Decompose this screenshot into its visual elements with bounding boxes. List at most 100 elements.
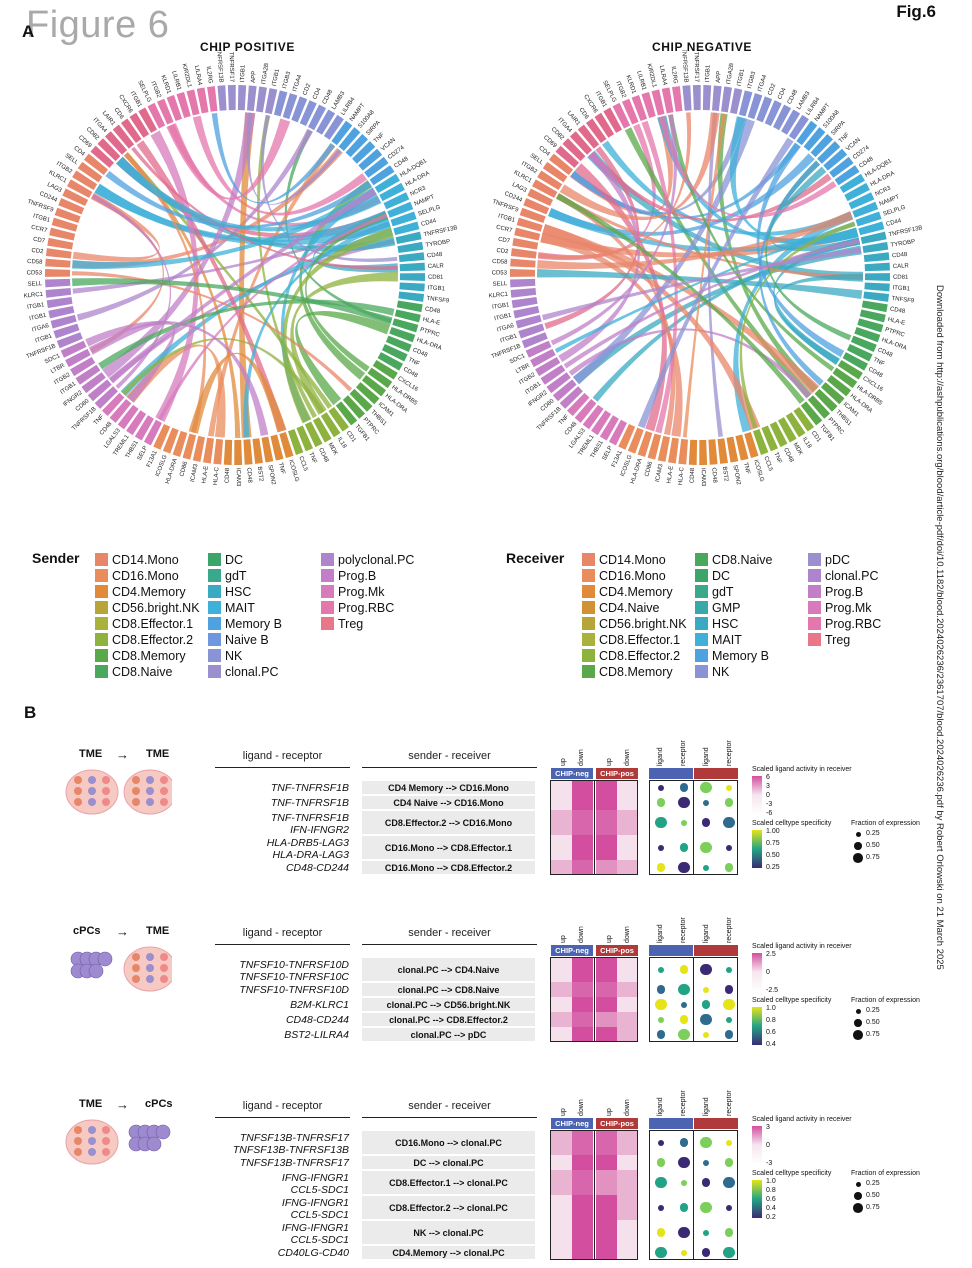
legend-item: Prog.Mk xyxy=(808,600,872,615)
chord-label: ITGB2 xyxy=(149,81,162,100)
chord-sector xyxy=(519,207,546,223)
chord-sector xyxy=(603,107,623,133)
chord-label: SELL xyxy=(492,281,508,288)
chip-pos-bar xyxy=(694,945,738,956)
chord-sector xyxy=(153,423,171,450)
chord-sector xyxy=(548,153,574,175)
chord-sector xyxy=(192,435,205,462)
chord-label: PTPRC xyxy=(419,327,441,339)
chord-label: CD48 xyxy=(412,347,429,359)
specificity-dot xyxy=(703,799,709,806)
legend-swatch xyxy=(695,569,708,582)
source-label: TME xyxy=(79,1098,103,1110)
chord-sector xyxy=(832,367,858,389)
fraction-value: 0.50 xyxy=(866,1019,880,1026)
chord-label: TNF xyxy=(558,414,571,427)
chord-sector xyxy=(542,161,568,183)
chord-label: ITGB1 xyxy=(27,302,46,311)
chord-sector xyxy=(270,434,284,461)
chord-sector xyxy=(631,95,648,122)
legend-item: Prog.RBC xyxy=(321,600,394,615)
chord-sector xyxy=(530,348,556,368)
chord-ribbon xyxy=(91,194,172,389)
sender-receiver-cell: clonal.PC --> CD8.Effector.2 xyxy=(362,1013,535,1026)
specificity-dot xyxy=(723,1246,735,1259)
chord-label: ITGB1 xyxy=(32,213,51,224)
panel-b-block: TME → TME ligand - receptor sender - receive… xyxy=(0,730,935,905)
legend-swatch xyxy=(321,617,334,630)
chord-sector xyxy=(834,165,860,186)
chord-ribbon xyxy=(541,247,862,321)
chord-label: ITGB1 xyxy=(705,64,712,82)
sender-receiver-cell: CD8.Effector.2 --> CD16.Mono xyxy=(362,811,535,834)
chord-sector xyxy=(582,404,604,430)
specificity-dot xyxy=(724,985,734,994)
activity-cell xyxy=(596,1195,617,1220)
chip-neg-header: CHIP-neg xyxy=(551,945,593,956)
chord-sector xyxy=(48,306,75,319)
condition-label: down xyxy=(624,1099,631,1116)
chord-sector xyxy=(217,85,227,111)
legend-item: CD8.Effector.2 xyxy=(95,632,193,647)
chord-sector xyxy=(352,141,376,164)
chord-label: CD48 xyxy=(322,88,335,105)
chord-label: CD4 xyxy=(537,145,551,158)
chord-label: SPON2 xyxy=(731,464,741,486)
specificity-dot xyxy=(656,798,666,807)
chord-label: TNF xyxy=(93,414,106,427)
chord-ribbon xyxy=(682,113,727,438)
legend-item: CD4.Naive xyxy=(582,600,659,615)
chord-sector xyxy=(358,148,383,171)
legend-swatch xyxy=(582,633,595,646)
activity-colorbar xyxy=(752,953,762,991)
legend-item: CD8.Effector.1 xyxy=(582,632,680,647)
sender-receiver-cell: clonal.PC --> CD56.bright.NK xyxy=(362,998,535,1011)
chord-label: CD7 xyxy=(33,237,47,245)
chord-ribbon xyxy=(295,310,391,406)
chord-label: TNFRSF1B xyxy=(71,406,98,432)
fraction-dot xyxy=(854,842,862,850)
chord-label: LAG3 xyxy=(511,182,528,194)
chord-label: ITGA2B xyxy=(726,63,735,85)
legend-swatch xyxy=(808,553,821,566)
chord-sector xyxy=(566,392,590,417)
activity-legend-title: Scaled ligand activity in receiver xyxy=(752,943,852,950)
ligand-receptor-cell: CD48-CD244 xyxy=(215,1013,349,1028)
target-label: TME xyxy=(146,925,170,937)
legend-label: CD4.Memory xyxy=(112,584,186,599)
legend-item: clonal.PC xyxy=(808,568,879,583)
chord-label: ITGB1 xyxy=(497,213,516,224)
chord-sector xyxy=(364,156,389,178)
legend-item: polyclonal.PC xyxy=(321,552,414,567)
activity-cell xyxy=(596,860,617,875)
chord-label: CD81 xyxy=(893,275,909,281)
legend-swatch xyxy=(808,601,821,614)
chord-sector xyxy=(97,138,121,162)
legend-swatch xyxy=(808,569,821,582)
legend-item: CD8.Naive xyxy=(95,664,172,679)
chord-label: ITGA2B xyxy=(261,63,270,85)
chord-ribbon xyxy=(729,116,859,245)
chord-sector xyxy=(369,165,395,186)
specificity-colorbar xyxy=(752,1180,762,1218)
source-label: cPCs xyxy=(73,925,101,937)
ligand-receptor-pair: TNFSF13B-TNFRSF17 xyxy=(239,1132,349,1144)
chord-sector xyxy=(44,269,71,277)
chord-ribbon xyxy=(624,127,812,399)
specificity-tick: 0.50 xyxy=(766,852,780,859)
fraction-legend-title: Fraction of expression xyxy=(851,1170,920,1177)
legend-swatch xyxy=(95,633,108,646)
activity-cell xyxy=(596,835,617,860)
specificity-label: ligand xyxy=(703,924,710,943)
legend-swatch xyxy=(695,649,708,662)
legend-label: CD8.Memory xyxy=(599,664,673,679)
legend-swatch xyxy=(95,601,108,614)
chord-sector xyxy=(162,427,179,454)
chord-label: CD44 xyxy=(886,218,903,228)
legend-label: CD8.Naive xyxy=(112,664,173,679)
chord-label: ITGA6 xyxy=(496,323,515,334)
specificity-tick: 0.8 xyxy=(766,1187,776,1194)
activity-tick: -3 xyxy=(766,801,773,808)
legend-item: Prog.RBC xyxy=(808,616,881,631)
activity-cell xyxy=(551,835,572,860)
